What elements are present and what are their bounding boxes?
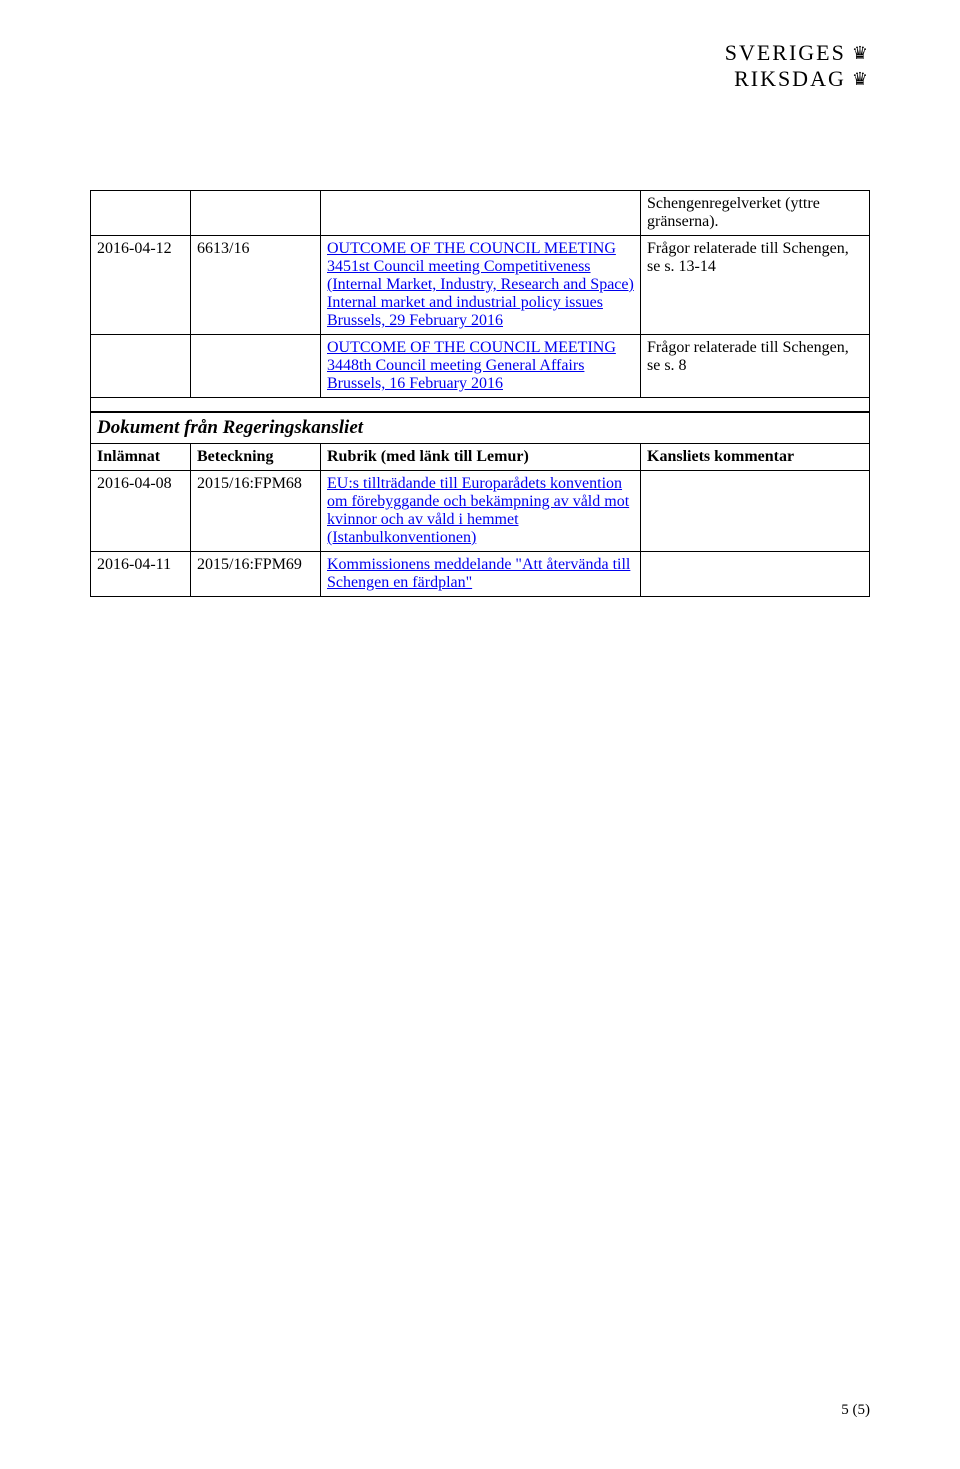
table-row: 2016-04-12 6613/16 OUTCOME OF THE COUNCI…	[91, 236, 870, 335]
section-heading: Dokument från Regeringskansliet	[91, 413, 870, 444]
crown-icon: ♛	[852, 69, 870, 90]
cell-date: 2016-04-08	[91, 471, 191, 552]
section-heading-row: Dokument från Regeringskansliet	[91, 413, 870, 444]
table-row: OUTCOME OF THE COUNCIL MEETING 3448th Co…	[91, 335, 870, 398]
page-footer: 5 (5)	[841, 1402, 870, 1419]
documents-table-1: Schengenregelverket (yttre gränserna). 2…	[90, 190, 870, 412]
table-row: 2016-04-11 2015/16:FPM69 Kommissionens m…	[91, 552, 870, 597]
logo-line-2: RIKSDAG ♛	[725, 66, 870, 92]
cell-ref: 2015/16:FPM69	[191, 552, 321, 597]
cell-comment: Frågor relaterade till Schengen, se s. 8	[641, 335, 870, 398]
cell-date	[91, 335, 191, 398]
cell-comment	[641, 471, 870, 552]
document-link[interactable]: OUTCOME OF THE COUNCIL MEETING 3451st Co…	[327, 240, 634, 329]
logo-text-2: RIKSDAG	[734, 66, 846, 92]
col-header-ref: Beteckning	[191, 444, 321, 471]
table-header-row: Inlämnat Beteckning Rubrik (med länk til…	[91, 444, 870, 471]
cell-comment	[641, 552, 870, 597]
document-link[interactable]: EU:s tillträdande till Europarådets konv…	[327, 475, 629, 546]
cell-date	[91, 191, 191, 236]
cell-date: 2016-04-12	[91, 236, 191, 335]
table-row: 2016-04-08 2015/16:FPM68 EU:s tillträdan…	[91, 471, 870, 552]
document-link[interactable]: OUTCOME OF THE COUNCIL MEETING 3448th Co…	[327, 339, 616, 392]
logo: SVERIGES ♛ RIKSDAG ♛	[725, 40, 870, 92]
col-header-comment: Kansliets kommentar	[641, 444, 870, 471]
cell-ref	[191, 191, 321, 236]
cell-ref	[191, 335, 321, 398]
cell-title: OUTCOME OF THE COUNCIL MEETING 3448th Co…	[321, 335, 641, 398]
cell-title: EU:s tillträdande till Europarådets konv…	[321, 471, 641, 552]
cell-ref: 2015/16:FPM68	[191, 471, 321, 552]
crown-icon: ♛	[852, 43, 870, 64]
logo-text-1: SVERIGES	[725, 40, 846, 66]
cell-title: OUTCOME OF THE COUNCIL MEETING 3451st Co…	[321, 236, 641, 335]
col-header-title: Rubrik (med länk till Lemur)	[321, 444, 641, 471]
cell-comment: Schengenregelverket (yttre gränserna).	[641, 191, 870, 236]
cell-comment: Frågor relaterade till Schengen, se s. 1…	[641, 236, 870, 335]
documents-table-2: Dokument från Regeringskansliet Inlämnat…	[90, 412, 870, 597]
col-header-date: Inlämnat	[91, 444, 191, 471]
table-row: Schengenregelverket (yttre gränserna).	[91, 191, 870, 236]
cell-date: 2016-04-11	[91, 552, 191, 597]
spacer	[91, 398, 870, 412]
logo-line-1: SVERIGES ♛	[725, 40, 870, 66]
cell-title: Kommissionens meddelande "Att återvända …	[321, 552, 641, 597]
cell-title	[321, 191, 641, 236]
document-link[interactable]: Kommissionens meddelande "Att återvända …	[327, 556, 630, 591]
cell-ref: 6613/16	[191, 236, 321, 335]
